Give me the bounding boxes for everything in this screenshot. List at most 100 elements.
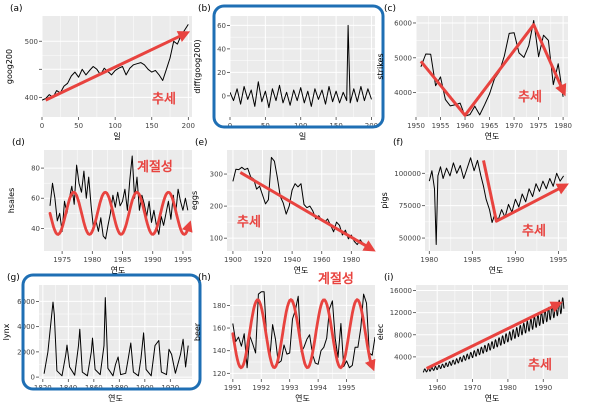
x-tick-label: 1955 <box>432 122 450 130</box>
panel-i: 1960 1970 1980 1990 4000 8000 12000 16000 연도 elec… <box>376 273 568 403</box>
y-axis-title: strikes <box>376 53 385 79</box>
series-line <box>49 155 189 240</box>
y-tick-label: 40 <box>31 225 40 233</box>
y-tick-label: 20 <box>217 69 226 77</box>
x-tick-label: 1960 <box>428 384 446 392</box>
panel-f: 1980 1985 1990 1995 50000 75000 100000 연도 pigs (f… <box>380 138 569 275</box>
x-tick-label: 1965 <box>481 122 499 130</box>
x-axis-title: 일 <box>299 132 306 141</box>
annotation-label: 계절성 <box>137 160 173 175</box>
x-tick-label: 1980 <box>499 384 517 392</box>
x-tick-label: 1985 <box>463 256 481 264</box>
y-tick-label: 4000 <box>394 353 412 361</box>
x-tick-label: 1920 <box>254 256 272 264</box>
x-tick-label: 0 <box>40 122 44 130</box>
y-tick-label: 4000 <box>17 323 35 331</box>
x-tick-label: 1993 <box>281 384 299 392</box>
panel-label: (h) <box>198 273 211 283</box>
panel-d: 1975 1980 1985 1990 1995 40 60 80 연도 hsales (d) 계절성 <box>7 138 193 275</box>
x-axis-title: 일 <box>113 132 120 141</box>
panel-label: (d) <box>12 138 25 148</box>
x-axis-title: 연도 <box>108 394 123 403</box>
x-tick-label: 1994 <box>309 384 327 392</box>
annotation-label: 추세 <box>522 223 546 239</box>
series-line <box>230 24 372 109</box>
x-tick-label: 1995 <box>338 384 356 392</box>
annotation-label: 추세 <box>518 89 542 105</box>
y-tick-label: 12000 <box>390 309 412 317</box>
y-tick-label: 4000 <box>394 89 412 97</box>
x-tick-label: 1940 <box>283 256 301 264</box>
x-tick-label: 1975 <box>53 256 71 264</box>
seasonal-wave <box>48 190 193 236</box>
y-tick-label: 400 <box>25 94 38 102</box>
trend-arrow <box>482 160 569 223</box>
x-tick-label: 1975 <box>530 122 548 130</box>
y-tick-label: 80 <box>31 165 40 173</box>
y-tick-label: 300 <box>210 171 223 179</box>
y-tick-label: 100000 <box>394 170 421 178</box>
annotation-label: 추세 <box>237 214 261 230</box>
panel-background <box>416 16 568 117</box>
trend-arrow <box>239 171 376 252</box>
series-line <box>422 297 565 373</box>
x-tick-label: 1980 <box>554 122 572 130</box>
panel-a: 0 50 100 150 200 400 500 일 goog200 (a) 추세 <box>5 4 195 141</box>
y-tick-label: 60 <box>31 195 40 203</box>
y-axis-title: pigs <box>380 192 389 209</box>
panel-e: 1900 1920 1940 1960 1980 100 200 300 연도 eggs (e) 추세 <box>190 138 376 275</box>
y-tick-label: 50000 <box>399 235 421 243</box>
annotation-label: 추세 <box>152 91 176 107</box>
y-tick-label: 160 <box>213 325 226 333</box>
x-tick-label: 1980 <box>83 256 101 264</box>
x-tick-label: 150 <box>145 122 158 130</box>
y-tick-label: 140 <box>213 347 226 355</box>
series-line <box>420 20 564 117</box>
y-tick-label: 0 <box>222 92 226 100</box>
panel-label: (a) <box>10 4 23 14</box>
panel-label: (g) <box>7 273 20 283</box>
panel-c: 1950 1955 1960 1965 1970 1975 1980 4000 5000 6000… <box>376 4 572 141</box>
y-tick-label: 200 <box>210 203 223 211</box>
highlight-frame <box>212 4 385 129</box>
x-tick-label: 1990 <box>144 256 162 264</box>
y-tick-label: 5000 <box>394 54 412 62</box>
x-tick-label: 1960 <box>456 122 474 130</box>
x-axis-title: 연도 <box>489 266 504 275</box>
x-axis-title: 연도 <box>485 132 500 141</box>
x-tick-label: 1985 <box>114 256 132 264</box>
x-tick-label: 1900 <box>224 256 242 264</box>
y-axis-title: beer <box>193 322 202 341</box>
panel-background <box>227 150 375 251</box>
panel-background <box>416 285 568 379</box>
panel-label: (f) <box>393 138 403 148</box>
annotation-label: 계절성 <box>318 272 354 287</box>
x-tick-label: 1980 <box>420 256 438 264</box>
x-tick-label: 1980 <box>342 256 360 264</box>
y-tick-label: 6000 <box>17 298 35 306</box>
highlight-frame <box>21 273 202 391</box>
y-tick-label: 8000 <box>394 331 412 339</box>
y-axis-title: lynx <box>2 323 11 340</box>
y-axis-title: hsales <box>7 188 16 213</box>
y-tick-label: 120 <box>213 370 226 378</box>
x-axis-title: 연도 <box>294 266 309 275</box>
y-axis-title: elec <box>376 324 385 340</box>
y-tick-label: 0 <box>31 374 35 382</box>
panel-label: (i) <box>384 273 394 283</box>
panel-g: 1820 1840 1860 1880 1900 19200200040006000연도l… <box>2 273 202 403</box>
x-axis-title: 연도 <box>485 394 500 403</box>
y-tick-label: 6000 <box>394 19 412 27</box>
x-tick-label: 1990 <box>534 384 552 392</box>
x-tick-label: 1960 <box>313 256 331 264</box>
y-tick-label: 500 <box>25 38 38 46</box>
series-line <box>428 157 565 245</box>
y-tick-label: 40 <box>217 45 226 53</box>
x-tick-label: 1992 <box>252 384 270 392</box>
series-line <box>232 291 375 369</box>
y-tick-label: 100 <box>210 235 223 243</box>
panel-background <box>230 16 375 117</box>
y-tick-label: 2000 <box>17 348 35 356</box>
panel-background <box>425 150 567 251</box>
